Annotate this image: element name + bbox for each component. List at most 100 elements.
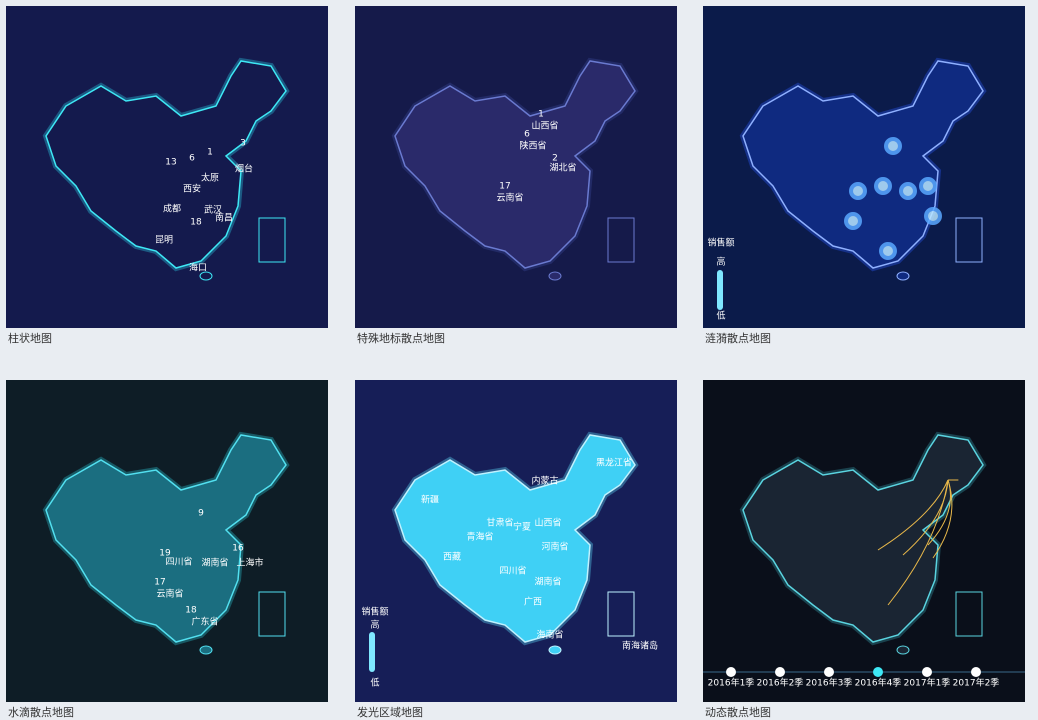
map-label: 高: [370, 619, 379, 631]
card-caption: 动态散点地图: [705, 706, 771, 719]
map-label: 湖南省: [201, 557, 228, 569]
map-label: 17: [499, 182, 510, 192]
map-outline: [742, 60, 984, 269]
legend-bar: [717, 270, 723, 310]
ripple-point: [849, 182, 867, 200]
map-label: 2: [552, 154, 558, 164]
map-label: 2017年1季: [904, 677, 951, 689]
map-label: 云南省: [496, 192, 523, 204]
flight-line: [887, 479, 949, 606]
map-label: 南海诸岛: [622, 640, 658, 652]
map-label: 低: [716, 310, 725, 322]
map-label: 2016年2季: [757, 677, 804, 689]
map-label: 2016年3季: [806, 677, 853, 689]
timeline-dot[interactable]: [824, 667, 834, 677]
map-label: 18: [185, 606, 197, 616]
map-preview: 2016年1季 2016年2季 2016年3季 2016年4季 2017年1季 2017年…: [703, 431, 1025, 689]
legend-bar: [369, 632, 375, 672]
map-label: 18: [190, 218, 202, 228]
map-label: 武汉: [204, 204, 222, 216]
card-caption: 特殊地标散点地图: [357, 332, 445, 345]
map-card[interactable]: 销售额高低: [703, 6, 1025, 328]
map-label: 广东省: [191, 616, 218, 628]
map-card[interactable]: 9 19 16 17 18 四川省 湖南省 上海市 云南省 广东省: [6, 380, 328, 702]
map-outline: [394, 434, 636, 643]
map-label: 2017年2季: [953, 677, 1000, 689]
map-label: 四川省: [165, 556, 192, 568]
map-label: 1: [538, 110, 544, 120]
south-sea-inset: [607, 217, 635, 263]
timeline-dot[interactable]: [726, 667, 736, 677]
map-card[interactable]: 2016年1季 2016年2季 2016年3季 2016年4季 2017年1季 2017年…: [703, 380, 1025, 702]
map-outline: [45, 434, 287, 643]
timeline-dot[interactable]: [775, 667, 785, 677]
map-label: 广西: [524, 596, 542, 608]
timeline-dot[interactable]: [971, 667, 981, 677]
map-label: 19: [159, 549, 171, 559]
card-caption: 发光区域地图: [357, 706, 423, 719]
map-label: 湖北省: [549, 162, 576, 174]
map-label: 黑龙江省: [596, 457, 632, 469]
card-caption: 水滴散点地图: [8, 706, 74, 719]
map-label: 低: [370, 677, 379, 689]
south-sea-inset: [607, 591, 635, 637]
map-label: 山西省: [531, 120, 558, 132]
ripple-point: [879, 242, 897, 260]
map-card[interactable]: 1 6 13 3 18 西安 太原 烟台 成都 武汉 南昌 昆明 海口: [6, 6, 328, 328]
map-card[interactable]: 新疆 西藏 青海省 甘肃省 内蒙古 黑龙江省 山西省 宁夏 河南省 四川省 湖南省 广西 海南省 南海诸岛…: [355, 380, 677, 702]
timeline-dot[interactable]: [922, 667, 932, 677]
map-label: 云南省: [156, 588, 183, 600]
map-label: 西藏: [443, 551, 461, 563]
map-label: 南昌: [215, 212, 233, 224]
map-label: 河南省: [541, 541, 568, 553]
map-label: 甘肃省: [486, 517, 513, 529]
map-label: 6: [189, 154, 195, 164]
map-label: 新疆: [421, 494, 439, 506]
timeline-dot[interactable]: [873, 667, 883, 677]
map-label: 宁夏: [513, 521, 531, 533]
south-sea-inset: [258, 591, 286, 637]
hainan: [896, 645, 910, 655]
flight-line: [932, 479, 953, 559]
south-sea-inset: [955, 217, 983, 263]
map-label: 湖南省: [534, 576, 561, 588]
map-label: 13: [165, 158, 176, 168]
map-label: 16: [232, 544, 244, 554]
map-label: 昆明: [155, 235, 173, 246]
map-outline: [394, 60, 636, 269]
hainan: [548, 271, 562, 281]
map-label: 高: [716, 256, 725, 268]
card-caption: 柱状地图: [8, 332, 52, 345]
map-outline: [742, 434, 984, 643]
map-label: 青海省: [466, 531, 493, 543]
map-label: 2016年4季: [855, 677, 902, 689]
ripple-point: [924, 207, 942, 225]
map-card[interactable]: 1 山西省 6 陕西省 2 湖北省 17 云南省: [355, 6, 677, 328]
south-sea-inset: [258, 217, 286, 263]
map-label: 内蒙古: [531, 475, 558, 487]
ripple-point: [899, 182, 917, 200]
card-caption: 涟漪散点地图: [705, 332, 771, 345]
map-label: 销售额: [707, 237, 734, 249]
map-label: 1: [207, 148, 213, 158]
map-label: 太原: [201, 172, 219, 184]
map-outline: [45, 60, 287, 269]
map-label: 9: [198, 509, 204, 519]
map-label: 海口: [189, 262, 207, 274]
map-label: 2016年1季: [708, 677, 755, 689]
hainan: [199, 645, 213, 655]
hainan: [199, 271, 213, 281]
ripple-point: [884, 137, 902, 155]
map-label: 陕西省: [519, 140, 546, 152]
ripple-point: [844, 212, 862, 230]
flight-line: [877, 479, 949, 551]
hainan: [896, 271, 910, 281]
map-label: 烟台: [235, 163, 253, 175]
map-label: 海南省: [536, 629, 563, 641]
